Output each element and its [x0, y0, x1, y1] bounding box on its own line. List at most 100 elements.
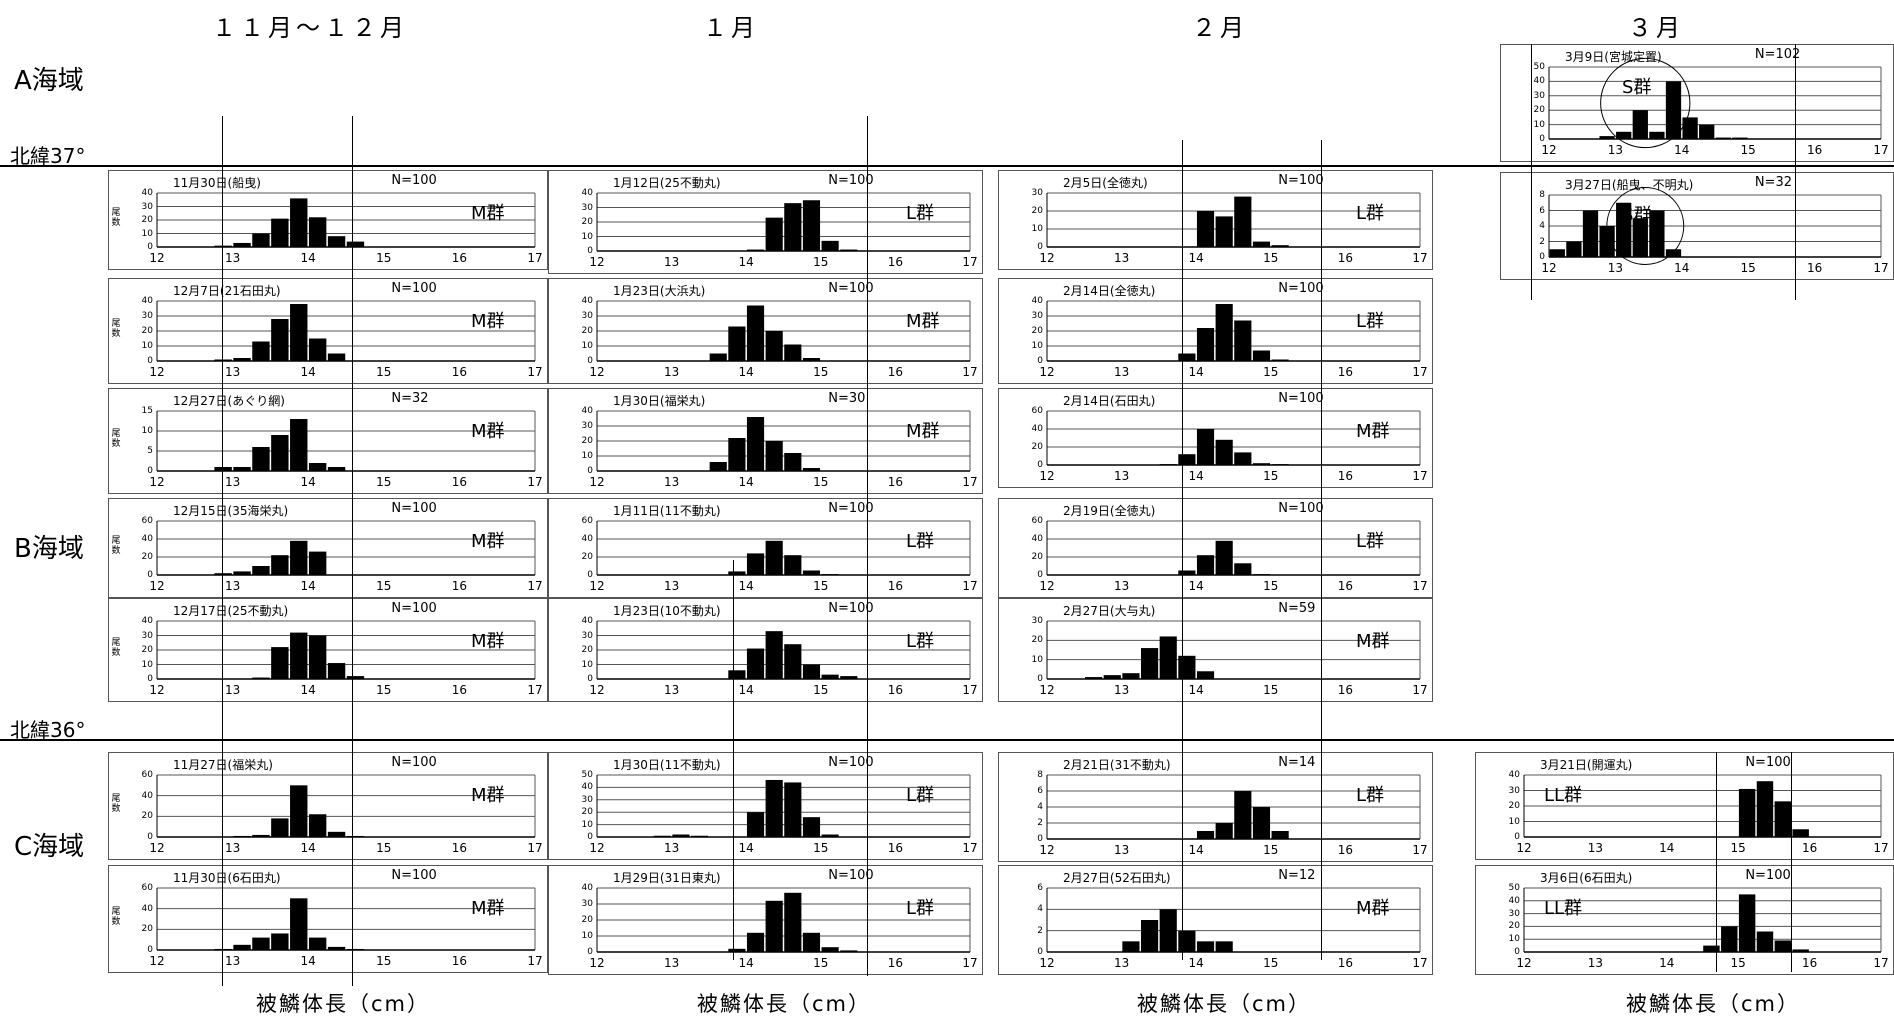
bar — [1616, 202, 1632, 257]
histogram-svg — [1046, 410, 1421, 466]
panel-n-count: N=100 — [828, 173, 874, 188]
y-axis-label: 尾数 — [111, 794, 121, 814]
x-tick-label: 15 — [1263, 843, 1279, 857]
bar — [728, 438, 746, 471]
bar — [1699, 124, 1715, 139]
panel-title: 2月21日(31不動丸) — [1063, 758, 1171, 772]
bar — [746, 932, 765, 952]
y-tick-label: 6 — [1037, 883, 1043, 893]
bar — [802, 664, 821, 679]
y-tick-label: 40 — [581, 534, 593, 544]
bar — [290, 540, 308, 575]
y-tick-label: 30 — [581, 421, 593, 431]
panel-n-count: N=32 — [1754, 175, 1792, 190]
y-tick-label: 20 — [141, 215, 153, 225]
panel-n-count: N=100 — [391, 173, 437, 188]
bar — [1715, 137, 1731, 139]
group-label: LL群 — [1544, 898, 1583, 919]
y-tick-label: 50 — [1533, 62, 1545, 72]
latitude-line-36 — [0, 739, 1894, 741]
histogram-panel: 40 30 20 10 0 12 13 14 15 16 17 1月23日(大浜丸) N=100 M群 — [548, 278, 983, 384]
group-label: S群 — [1622, 77, 1652, 98]
x-tick-label: 17 — [1412, 579, 1428, 593]
bar — [1215, 304, 1233, 361]
bar — [327, 663, 346, 679]
bar — [1774, 940, 1792, 952]
histogram-svg — [156, 887, 536, 951]
y-tick-label: 10 — [581, 659, 593, 670]
bar — [271, 555, 289, 575]
y-tick-label: 20 — [581, 436, 593, 446]
histogram-svg — [156, 300, 536, 362]
bar — [1703, 945, 1720, 952]
bar — [765, 631, 783, 679]
x-tick-label: 14 — [738, 255, 754, 269]
y-tick-label: 10 — [581, 231, 593, 242]
histogram-svg — [1523, 774, 1882, 838]
bar — [840, 676, 858, 679]
y-tick-label: 8 — [1037, 770, 1043, 780]
group-label: L群 — [906, 631, 935, 652]
bar — [784, 453, 802, 471]
panel-n-count: N=30 — [828, 391, 866, 406]
bar — [214, 467, 232, 471]
bar — [1649, 131, 1665, 139]
bar — [252, 937, 270, 950]
bar — [1665, 81, 1682, 139]
bar — [746, 305, 765, 361]
histogram-svg — [1046, 520, 1421, 576]
group-highlight-circle — [1600, 57, 1691, 149]
bar — [765, 900, 783, 952]
bar — [672, 834, 690, 837]
group-label: L群 — [1356, 203, 1385, 224]
histogram-svg — [1046, 300, 1421, 362]
y-tick-label: 30 — [1031, 188, 1043, 198]
region-label-a: A海域 — [14, 66, 84, 96]
guide-line — [1716, 752, 1717, 972]
guide-line — [222, 116, 223, 986]
bar — [290, 632, 308, 679]
bar — [1196, 211, 1215, 247]
panel-n-count: N=100 — [391, 868, 437, 883]
x-tick-label: 16 — [451, 579, 468, 593]
y-tick-label: 40 — [141, 296, 153, 306]
bar — [290, 785, 308, 837]
bar — [1215, 216, 1233, 247]
histogram-panel: 40 30 20 10 0 12 13 14 15 16 17 尾数 12月7日(21石田丸) N=100… — [108, 278, 548, 384]
x-tick-label: 17 — [527, 365, 543, 379]
bar — [728, 670, 746, 679]
bar — [728, 571, 746, 575]
bar — [1215, 941, 1233, 952]
bar — [252, 566, 270, 575]
y-tick-label: 0 — [1037, 947, 1043, 957]
bar — [327, 353, 346, 361]
y-tick-label: 0 — [1514, 947, 1520, 957]
y-tick-label: 20 — [141, 924, 153, 935]
y-tick-label: 10 — [141, 341, 153, 351]
guide-line — [1321, 140, 1322, 960]
bar — [214, 245, 232, 247]
x-tick-label: 16 — [1806, 261, 1823, 275]
x-tick-label: 15 — [376, 841, 392, 855]
histogram-svg — [1046, 887, 1421, 953]
histogram-svg — [596, 620, 971, 680]
bar — [290, 898, 308, 950]
y-tick-label: 20 — [1508, 921, 1520, 932]
x-tick-label: 13 — [1113, 469, 1130, 483]
x-tick-label: 14 — [1188, 469, 1204, 483]
histogram-panel: 40 30 20 10 0 12 13 14 15 16 17 尾数 11月30日(船曳) N=100 M群 — [108, 170, 548, 270]
y-tick-label: 20 — [581, 217, 593, 227]
y-tick-label: 50 — [581, 770, 593, 780]
histogram-svg — [1548, 57, 1882, 149]
region-label-c: C海域 — [14, 832, 85, 862]
histogram-svg — [1046, 192, 1421, 248]
x-tick-label: 15 — [813, 579, 829, 593]
month-header-jan: １月 — [703, 14, 759, 42]
y-tick-label: 0 — [1037, 242, 1043, 252]
y-tick-label: 20 — [141, 811, 153, 822]
y-tick-label: 40 — [141, 903, 153, 914]
y-axis-label: 尾数 — [111, 319, 121, 339]
panel-title: 2月14日(石田丸) — [1063, 394, 1156, 408]
bar — [290, 304, 308, 361]
